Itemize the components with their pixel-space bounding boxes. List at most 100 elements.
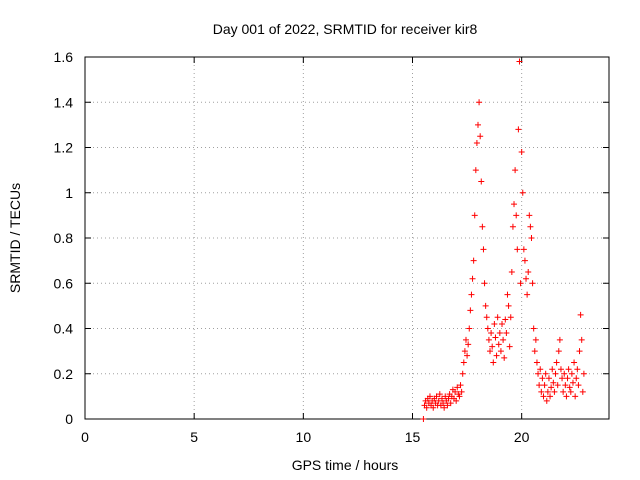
data-point	[460, 359, 467, 366]
data-point	[504, 291, 511, 298]
data-point	[567, 388, 574, 395]
data-point	[475, 121, 481, 128]
data-point	[495, 341, 502, 348]
data-point	[492, 334, 499, 341]
data-point	[502, 316, 509, 323]
data-point	[459, 370, 466, 377]
x-tick-label: 0	[81, 429, 89, 445]
data-point	[529, 280, 536, 287]
data-point	[442, 393, 449, 400]
data-point	[478, 178, 485, 185]
data-point	[544, 388, 551, 395]
data-point	[515, 126, 522, 133]
data-point	[563, 393, 570, 400]
data-point	[438, 395, 445, 402]
data-point	[481, 280, 488, 287]
data-point	[454, 384, 461, 391]
data-point	[538, 388, 545, 395]
data-point	[469, 275, 476, 282]
data-point	[528, 235, 535, 241]
data-point	[574, 366, 581, 373]
y-tick-label: 1.6	[54, 49, 74, 65]
data-point	[456, 393, 463, 400]
data-point	[447, 400, 454, 407]
data-point	[541, 382, 548, 389]
data-point	[525, 268, 532, 275]
data-point	[507, 314, 514, 321]
data-point	[494, 314, 501, 321]
data-point	[461, 348, 468, 355]
data-point	[488, 330, 495, 337]
data-point	[548, 384, 555, 391]
data-point	[430, 404, 437, 411]
data-point	[572, 393, 579, 400]
data-point	[444, 402, 451, 409]
data-point	[579, 388, 586, 395]
data-point	[506, 343, 513, 350]
data-point	[453, 397, 460, 404]
y-tick-label: 1.2	[54, 140, 74, 156]
data-point	[480, 246, 487, 253]
data-point	[473, 139, 480, 146]
data-point	[551, 388, 558, 395]
data-point	[539, 375, 546, 382]
x-tick-label: 5	[190, 429, 198, 445]
data-point	[505, 302, 512, 309]
data-point	[526, 212, 533, 219]
data-point	[521, 257, 528, 264]
data-point	[553, 359, 560, 366]
data-point	[537, 366, 544, 373]
data-point	[564, 375, 571, 382]
data-point	[542, 370, 549, 377]
data-point	[479, 223, 486, 230]
x-axis-label: GPS time / hours	[292, 457, 399, 473]
data-point	[549, 366, 556, 373]
data-point	[513, 212, 520, 219]
chart-title: Day 001 of 2022, SRMTID for receiver kir…	[213, 21, 478, 37]
data-point	[462, 336, 469, 343]
data-point	[472, 167, 479, 174]
data-point	[509, 223, 516, 230]
data-point	[527, 223, 534, 230]
data-point	[555, 348, 562, 355]
data-point	[497, 348, 504, 355]
data-point	[531, 348, 538, 355]
data-point	[436, 391, 443, 398]
data-point	[508, 268, 515, 275]
data-point	[476, 99, 483, 106]
data-point	[489, 343, 496, 350]
data-point	[501, 354, 508, 361]
data-point	[576, 348, 583, 355]
data-point	[435, 397, 442, 404]
data-point	[483, 314, 490, 321]
data-point	[533, 359, 540, 366]
data-point	[578, 336, 585, 343]
y-tick-label: 0.8	[54, 230, 74, 246]
data-point	[561, 370, 568, 377]
data-point	[565, 366, 572, 373]
data-point	[445, 395, 452, 402]
data-point	[566, 384, 573, 391]
data-point	[468, 291, 475, 298]
data-point	[552, 370, 559, 377]
data-point	[536, 382, 543, 389]
data-point	[547, 393, 554, 400]
data-point	[466, 325, 473, 332]
data-point	[423, 404, 430, 411]
data-point	[554, 382, 561, 389]
data-point	[511, 201, 518, 208]
data-point	[441, 404, 448, 411]
data-point	[500, 336, 507, 343]
y-tick-label: 1	[65, 185, 73, 201]
data-point	[499, 320, 506, 327]
data-point	[503, 330, 510, 337]
y-tick-label: 0	[65, 411, 73, 427]
data-point	[484, 325, 491, 332]
data-point	[464, 352, 471, 359]
data-point	[530, 325, 537, 332]
data-point	[545, 375, 552, 382]
data-point	[487, 348, 494, 355]
data-point	[457, 382, 464, 389]
data-point	[557, 366, 564, 373]
